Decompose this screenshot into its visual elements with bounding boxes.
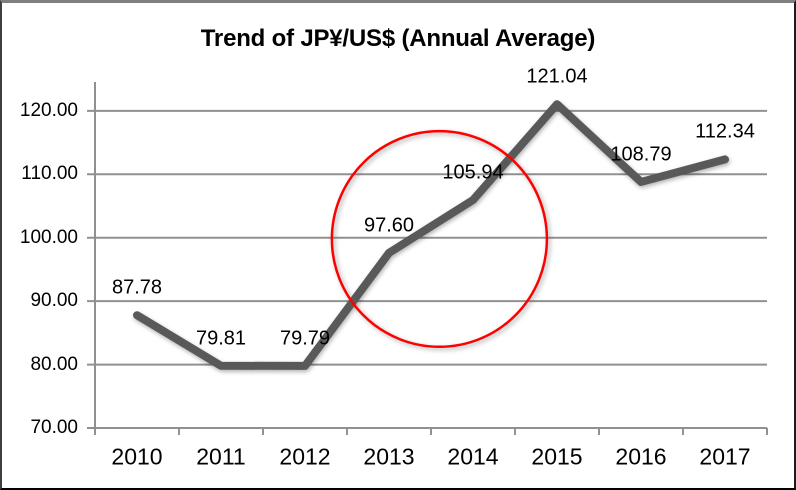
y-tick-label: 100.00	[19, 226, 78, 248]
data-label: 108.79	[610, 143, 672, 166]
data-label: 79.81	[195, 327, 247, 350]
y-tick-label: 110.00	[21, 163, 78, 185]
data-label: 97.60	[363, 214, 415, 237]
trend-line	[133, 100, 729, 370]
x-tick-label: 2015	[531, 443, 583, 470]
data-label: 112.34	[695, 120, 755, 143]
x-tick-label: 2010	[111, 443, 163, 470]
y-tick-label: 80.00	[30, 353, 78, 375]
data-label: 121.04	[526, 65, 588, 88]
x-tick-label: 2016	[615, 443, 667, 470]
gridlines	[87, 109, 767, 429]
x-tick-label: 2012	[279, 443, 331, 470]
y-tick-label: 70.00	[30, 417, 78, 438]
y-tick-label: 90.00	[30, 290, 78, 312]
data-label: 87.78	[111, 276, 163, 299]
x-tick-label: 2017	[699, 443, 751, 470]
y-tick-label: 120.00	[19, 99, 78, 121]
highlight-circle-annotation	[330, 129, 549, 349]
x-tick-label: 2013	[363, 443, 415, 470]
data-label: 79.79	[279, 327, 331, 350]
x-tick-label: 2014	[447, 443, 499, 470]
x-tick-label: 2011	[196, 443, 246, 470]
x-axis-ticks	[94, 428, 768, 435]
chart-title: Trend of JP¥/US$ (Annual Average)	[200, 25, 596, 52]
data-label: 105.94	[442, 161, 504, 184]
